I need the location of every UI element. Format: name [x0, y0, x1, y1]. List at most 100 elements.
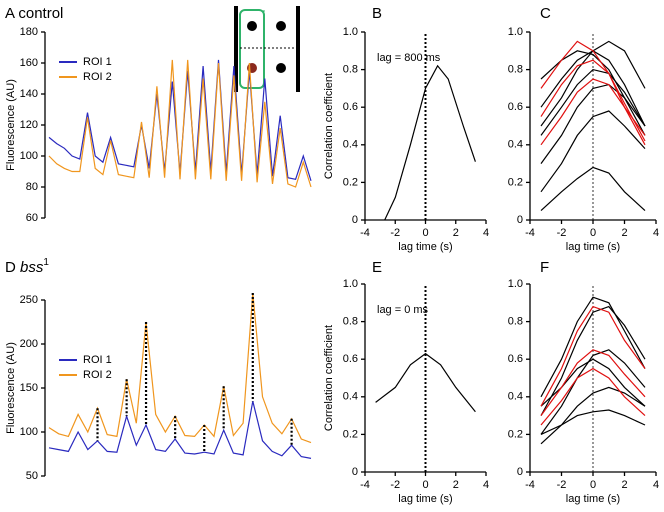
x-tick-label: 4 — [653, 479, 659, 491]
x-tick-label: -4 — [525, 479, 535, 491]
y-tick-label: 1.0 — [343, 278, 358, 290]
y-tick-label: 0.2 — [343, 176, 358, 188]
annotation: lag = 0 ms — [377, 304, 429, 316]
x-tick-label: 4 — [483, 479, 489, 491]
y-axis-label: Correlation coefficient — [323, 325, 335, 431]
panel-letter: F — [540, 259, 549, 276]
panel-title: C — [540, 5, 551, 22]
x-tick-label: 0 — [590, 479, 596, 491]
series-line — [540, 409, 646, 435]
panel-name: bss — [20, 259, 44, 276]
panel-title: E — [372, 259, 382, 276]
series-line — [540, 83, 646, 164]
x-tick-label: 4 — [653, 227, 659, 239]
x-tick-label: 2 — [453, 227, 459, 239]
y-tick-label: 0 — [352, 214, 358, 226]
panel-letter: B — [372, 5, 382, 22]
roi-inset — [234, 6, 300, 92]
panel-title: D bss1 — [5, 257, 49, 276]
y-tick-label: 1.0 — [508, 26, 523, 38]
y-tick-label: 1.0 — [508, 278, 523, 290]
x-tick-label: 0 — [590, 227, 596, 239]
x-axis-label: lag time (s) — [398, 241, 452, 253]
x-tick-label: -4 — [525, 227, 535, 239]
y-tick-label: 0.8 — [508, 316, 523, 328]
x-tick-label: -4 — [360, 479, 370, 491]
x-tick-label: 2 — [621, 227, 627, 239]
series-line — [375, 352, 476, 413]
panel-title: F — [540, 259, 549, 276]
y-tick-label: 250 — [20, 294, 38, 306]
y-tick-label: 0 — [517, 214, 523, 226]
y-tick-label: 180 — [20, 26, 38, 38]
panel-title: B — [372, 5, 382, 22]
y-tick-label: 0.2 — [508, 176, 523, 188]
y-tick-label: 0.4 — [343, 139, 358, 151]
legend-label: ROI 2 — [83, 369, 112, 381]
y-tick-label: 160 — [20, 57, 38, 69]
series-line — [540, 349, 646, 435]
y-tick-label: 60 — [26, 212, 38, 224]
x-tick-label: -2 — [557, 479, 567, 491]
y-tick-label: 0.6 — [508, 353, 523, 365]
y-tick-label: 0.4 — [508, 139, 523, 151]
series-line — [540, 78, 646, 146]
y-axis-label: Fluorescence (AU) — [5, 79, 17, 171]
legend-label: ROI 2 — [83, 71, 112, 83]
y-tick-label: 50 — [26, 470, 38, 482]
x-tick-label: 4 — [483, 227, 489, 239]
y-tick-label: 0.4 — [508, 391, 523, 403]
y-tick-label: 1.0 — [343, 26, 358, 38]
x-tick-label: -2 — [390, 479, 400, 491]
x-tick-label: -2 — [390, 227, 400, 239]
panel-superscript: 1 — [43, 257, 49, 268]
panel-letter: D — [5, 259, 16, 276]
y-tick-label: 200 — [20, 338, 38, 350]
x-axis-label: lag time (s) — [566, 241, 620, 253]
y-tick-label: 0.8 — [343, 316, 358, 328]
panel-title: A control — [5, 5, 63, 22]
series-line — [540, 59, 646, 142]
x-tick-label: 2 — [453, 479, 459, 491]
panel-letter: A — [5, 5, 15, 22]
y-tick-label: 0 — [352, 466, 358, 478]
y-tick-label: 150 — [20, 382, 38, 394]
series-line — [540, 349, 646, 416]
x-tick-label: 0 — [422, 227, 428, 239]
series-line — [540, 166, 646, 212]
y-tick-label: 0.6 — [343, 353, 358, 365]
series-line — [540, 305, 646, 416]
y-tick-label: 0 — [517, 466, 523, 478]
x-axis-label: lag time (s) — [398, 493, 452, 505]
x-tick-label: 0 — [422, 479, 428, 491]
y-tick-label: 0.6 — [343, 101, 358, 113]
series-line — [540, 110, 646, 193]
y-axis-label: Correlation coefficient — [323, 73, 335, 179]
series-line — [540, 367, 646, 426]
legend-label: ROI 1 — [83, 354, 112, 366]
panel-letter: E — [372, 259, 382, 276]
y-tick-label: 100 — [20, 150, 38, 162]
series-line — [540, 296, 646, 398]
x-tick-label: -2 — [557, 227, 567, 239]
series-line — [540, 68, 646, 136]
y-tick-label: 140 — [20, 88, 38, 100]
x-axis-label: lag time (s) — [566, 493, 620, 505]
y-tick-label: 0.2 — [508, 428, 523, 440]
y-tick-label: 120 — [20, 119, 38, 131]
legend-label: ROI 1 — [83, 56, 112, 68]
x-tick-label: -4 — [360, 227, 370, 239]
y-tick-label: 80 — [26, 181, 38, 193]
panel-name: control — [18, 5, 63, 22]
y-tick-label: 0.8 — [508, 64, 523, 76]
y-tick-label: 0.6 — [508, 101, 523, 113]
panel-letter: C — [540, 5, 551, 22]
y-tick-label: 0.8 — [343, 64, 358, 76]
series-line — [384, 64, 476, 221]
x-tick-label: 2 — [621, 479, 627, 491]
series-line — [540, 305, 646, 407]
y-tick-label: 100 — [20, 426, 38, 438]
series-line — [48, 292, 312, 444]
y-tick-label: 0.4 — [343, 391, 358, 403]
